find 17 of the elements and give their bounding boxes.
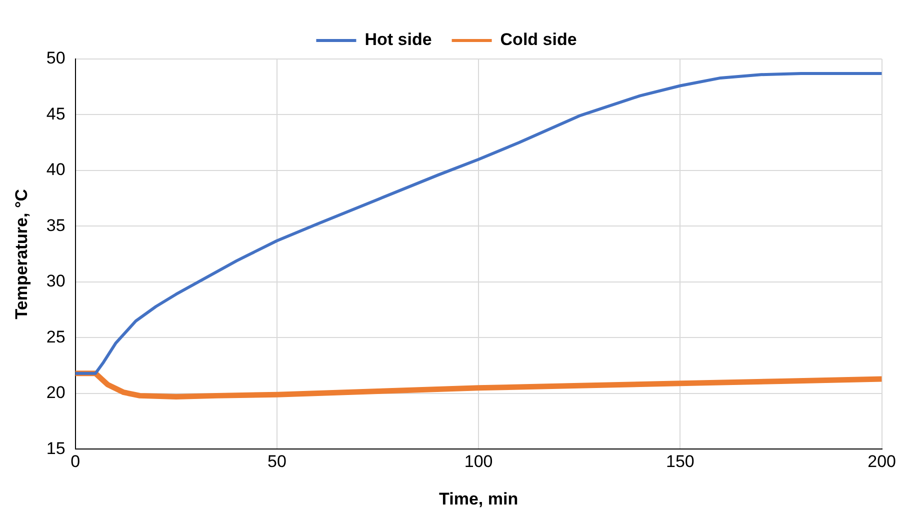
x-axis-title: Time, min xyxy=(439,489,518,508)
y-tick-label: 35 xyxy=(46,216,66,235)
y-axis-title: Temperature, °C xyxy=(12,188,31,320)
y-tick-label: 15 xyxy=(46,438,66,458)
legend-label: Cold side xyxy=(500,30,577,50)
y-tick-label: 25 xyxy=(46,327,66,346)
y-tick-label: 45 xyxy=(46,104,66,124)
x-tick-label: 50 xyxy=(267,452,286,472)
y-tick-label: 50 xyxy=(46,48,66,68)
x-tick-label: 100 xyxy=(464,452,493,472)
x-tick-label: 200 xyxy=(868,452,896,472)
x-tick-label: 0 xyxy=(70,452,80,472)
y-tick-label: 40 xyxy=(46,160,66,180)
x-tick-label: 150 xyxy=(666,452,694,472)
y-tick-label: 30 xyxy=(46,272,66,291)
legend-label: Hot side xyxy=(364,30,432,50)
y-tick-label: 20 xyxy=(46,383,66,402)
